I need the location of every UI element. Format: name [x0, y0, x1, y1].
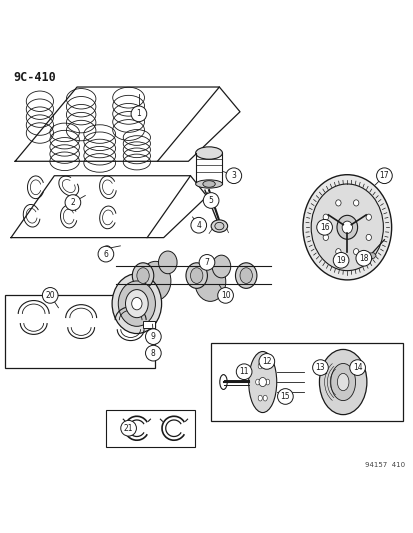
Circle shape	[312, 360, 328, 375]
Ellipse shape	[311, 184, 382, 271]
FancyBboxPatch shape	[211, 343, 402, 421]
Ellipse shape	[337, 373, 348, 391]
Text: 16: 16	[319, 223, 329, 232]
Ellipse shape	[265, 379, 269, 385]
Text: 6: 6	[103, 249, 108, 259]
Ellipse shape	[131, 297, 142, 310]
Circle shape	[199, 255, 214, 270]
Text: 20: 20	[45, 291, 55, 300]
Circle shape	[131, 106, 146, 122]
Text: 12: 12	[261, 357, 271, 366]
Ellipse shape	[323, 214, 328, 220]
Ellipse shape	[335, 248, 340, 255]
Ellipse shape	[248, 351, 276, 413]
Ellipse shape	[336, 215, 357, 239]
Ellipse shape	[319, 350, 366, 415]
Circle shape	[349, 360, 365, 375]
Ellipse shape	[263, 395, 267, 401]
Circle shape	[259, 353, 274, 369]
FancyBboxPatch shape	[5, 295, 155, 368]
Text: 19: 19	[335, 256, 345, 265]
Circle shape	[203, 192, 218, 208]
Ellipse shape	[125, 289, 148, 318]
Circle shape	[217, 287, 233, 303]
Ellipse shape	[323, 235, 328, 240]
Circle shape	[376, 168, 391, 183]
Text: 11: 11	[239, 367, 248, 376]
Ellipse shape	[335, 200, 340, 206]
Ellipse shape	[195, 262, 225, 301]
Text: 13: 13	[315, 363, 325, 372]
Text: 2: 2	[70, 198, 75, 207]
Circle shape	[145, 329, 161, 344]
Text: 10: 10	[220, 291, 230, 300]
Text: 8: 8	[151, 349, 155, 358]
Circle shape	[332, 253, 348, 268]
Ellipse shape	[132, 263, 153, 288]
Circle shape	[277, 389, 292, 405]
Circle shape	[145, 345, 161, 361]
Text: 18: 18	[358, 254, 368, 263]
Ellipse shape	[137, 268, 149, 284]
Text: 1: 1	[136, 109, 141, 118]
Text: 7: 7	[204, 258, 209, 267]
Ellipse shape	[258, 363, 262, 369]
Ellipse shape	[214, 222, 223, 230]
Ellipse shape	[255, 379, 259, 385]
Text: 94157  410: 94157 410	[364, 462, 404, 468]
Ellipse shape	[202, 181, 215, 187]
Text: 3: 3	[231, 171, 236, 180]
Text: 9: 9	[151, 332, 155, 341]
Ellipse shape	[365, 235, 370, 240]
Ellipse shape	[302, 175, 391, 280]
Text: 5: 5	[208, 196, 213, 205]
Ellipse shape	[190, 268, 202, 284]
Text: 9C-410: 9C-410	[13, 70, 56, 84]
Text: 15: 15	[280, 392, 290, 401]
Circle shape	[65, 195, 81, 211]
Ellipse shape	[118, 281, 155, 326]
Text: 21: 21	[123, 424, 133, 433]
Ellipse shape	[263, 363, 267, 369]
Circle shape	[98, 246, 114, 262]
Ellipse shape	[240, 268, 252, 284]
Text: 17: 17	[379, 171, 388, 180]
Text: 4: 4	[196, 221, 201, 230]
Ellipse shape	[112, 274, 161, 334]
Ellipse shape	[211, 220, 227, 232]
Ellipse shape	[259, 377, 266, 386]
Circle shape	[42, 287, 58, 303]
Ellipse shape	[140, 261, 171, 301]
Ellipse shape	[158, 251, 177, 274]
Circle shape	[236, 364, 252, 379]
Ellipse shape	[195, 147, 222, 159]
Ellipse shape	[195, 180, 222, 188]
Circle shape	[225, 168, 241, 183]
Ellipse shape	[235, 263, 256, 288]
Text: 14: 14	[352, 363, 361, 372]
Ellipse shape	[341, 221, 351, 233]
Circle shape	[121, 421, 136, 436]
FancyBboxPatch shape	[143, 320, 155, 328]
Circle shape	[190, 217, 206, 233]
Ellipse shape	[258, 395, 262, 401]
Circle shape	[316, 220, 332, 235]
Ellipse shape	[185, 263, 207, 288]
Ellipse shape	[211, 255, 230, 278]
Ellipse shape	[104, 246, 110, 250]
FancyBboxPatch shape	[106, 410, 194, 447]
Circle shape	[355, 251, 371, 266]
Ellipse shape	[353, 200, 358, 206]
Ellipse shape	[330, 364, 355, 401]
Polygon shape	[367, 253, 375, 259]
Ellipse shape	[365, 214, 370, 220]
Ellipse shape	[353, 248, 358, 255]
